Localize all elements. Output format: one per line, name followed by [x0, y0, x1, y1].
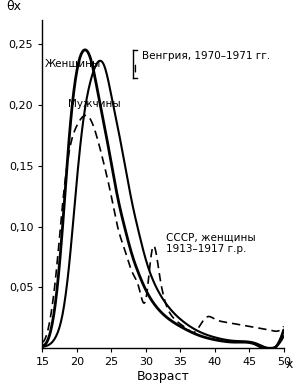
- Text: Женщины: Женщины: [45, 58, 101, 69]
- X-axis label: Возраст: Возраст: [136, 370, 190, 383]
- Text: Венгрия, 1970–1971 гг.: Венгрия, 1970–1971 гг.: [142, 51, 271, 62]
- Text: Мужчины: Мужчины: [68, 99, 120, 109]
- Text: x: x: [286, 358, 293, 371]
- Text: СССР, женщины
1913–1917 г.р.: СССР, женщины 1913–1917 г.р.: [167, 233, 256, 254]
- Y-axis label: θх: θх: [6, 0, 21, 13]
